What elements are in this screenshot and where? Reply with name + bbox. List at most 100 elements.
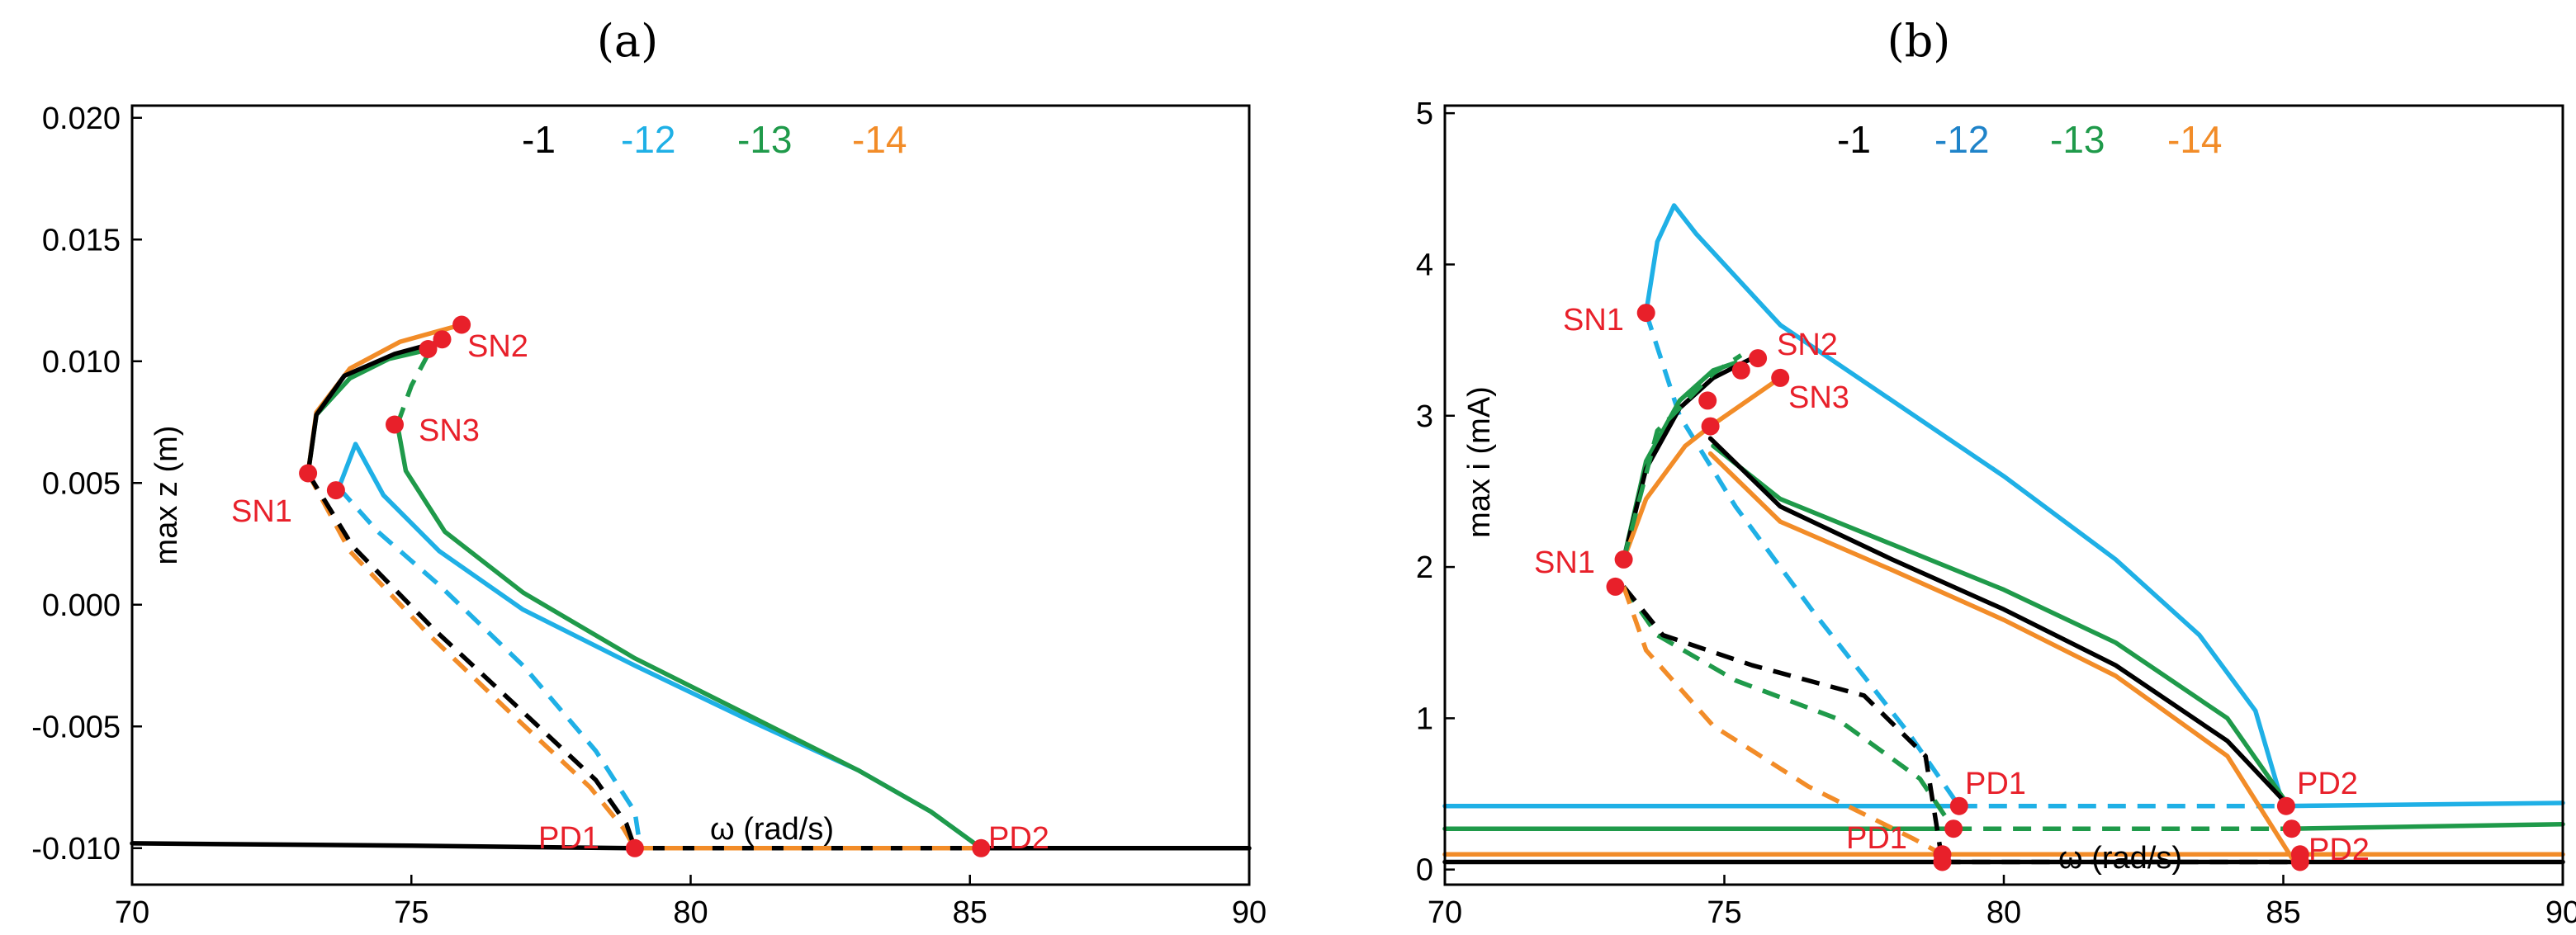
point-label-b-sn2: SN2 xyxy=(1777,328,1838,362)
point-label-b-sn1-lower: SN1 xyxy=(1534,545,1595,580)
series-13-dashed-line-17 xyxy=(1621,353,1743,560)
x-tick-label: 75 xyxy=(1707,895,1741,930)
point-label-b-pd1-upper: PD1 xyxy=(1965,767,2026,801)
y-tick-label: 0.005 xyxy=(42,466,121,501)
bifurcation-point-unlabeled-3 xyxy=(1698,391,1717,410)
panel-label-a: (a) xyxy=(597,15,658,67)
point-label-b-pd1-lower: PD1 xyxy=(1846,821,1907,856)
point-label-a-sn1: SN1 xyxy=(231,494,292,529)
point-labels-b: SN1 SN2 SN3 SN1 PD1 PD1 PD2 PD2 xyxy=(1534,303,2370,867)
x-tick-label: 70 xyxy=(1428,895,1462,930)
series-13-solid-line-4 xyxy=(2286,821,2565,831)
x-tick-label: 85 xyxy=(2266,895,2300,930)
y-tick-label: 0 xyxy=(1416,853,1433,888)
legend-entry-a-1: -1 xyxy=(522,118,556,161)
point-label-b-sn1-upper: SN1 xyxy=(1563,303,1624,338)
bifurcation-point-pd1-8 xyxy=(1949,796,1968,815)
point-label-a-sn2: SN2 xyxy=(467,329,528,364)
y-tick-label: 5 xyxy=(1416,97,1433,131)
panel-a-axis-ticks: 70 75 80 85 90 0.020 0.015 0.010 0.005 0.000 -0.00… xyxy=(31,102,1267,930)
series-13-solid-line-6 xyxy=(305,347,433,476)
series-13-solid-line-4 xyxy=(395,422,984,851)
bifurcation-point-unlabeled-15 xyxy=(2290,852,2309,871)
x-tick-label: 90 xyxy=(1232,895,1267,930)
bifurcation-point-sn1-0 xyxy=(299,464,318,483)
y-tick-label: 2 xyxy=(1416,550,1433,585)
plot-frame-a xyxy=(130,104,1251,886)
y-tick-label: -0.005 xyxy=(31,710,121,744)
series-14-solid-line-15 xyxy=(1621,375,1783,562)
bifurcation-point-pd1-6 xyxy=(625,838,644,857)
series-1-dashed-line-19 xyxy=(1622,585,1945,862)
y-axis-label-b: max i (mA) xyxy=(1462,386,1497,538)
legend-entry-a-3: -13 xyxy=(737,118,792,161)
series-14-dashed-line-9 xyxy=(305,472,637,850)
x-tick-label: 75 xyxy=(394,895,429,930)
bifurcation-point-unlabeled-1 xyxy=(326,481,345,500)
legend-entry-b-2: -12 xyxy=(1934,118,1989,161)
bifurcation-point-unlabeled-5 xyxy=(1701,417,1720,436)
point-labels-a: SN1 SN2 SN3 PD1 PD2 xyxy=(231,329,1049,856)
x-tick-label: 80 xyxy=(673,895,708,930)
y-tick-label: 0.015 xyxy=(42,223,121,257)
legend-entry-b-4: -14 xyxy=(2167,118,2222,161)
legend-entry-a-4: -14 xyxy=(852,118,907,161)
point-label-a-sn3: SN3 xyxy=(419,413,480,448)
bifurcation-point-sn1-6 xyxy=(1614,550,1633,569)
series-13-solid-line-12 xyxy=(1711,443,2292,809)
bifurcation-point-unlabeled-7 xyxy=(1606,577,1625,596)
y-tick-label: 0.010 xyxy=(42,345,121,380)
series-1-solid-line-8 xyxy=(305,339,442,476)
bifurcation-point-unlabeled-3 xyxy=(433,330,452,349)
series-1-dashed-line-10 xyxy=(305,472,637,849)
x-axis-label-b: ω (rad/s) xyxy=(2058,841,2182,876)
x-axis-label-a: ω (rad/s) xyxy=(710,812,834,847)
chart-panel-b: (b) 70 75 80 85 90 5 4 3 2 1 0 max i (mA) ω (rad/s… xyxy=(1416,15,2576,930)
y-tick-label: 1 xyxy=(1416,701,1433,736)
bifurcation-point-sn3-5 xyxy=(386,415,404,434)
point-label-b-sn3: SN3 xyxy=(1788,380,1849,415)
bifurcation-point-sn3-4 xyxy=(1771,368,1790,387)
legend-b: -1 -12 -13 -14 xyxy=(1837,118,2222,161)
series-12-solid-line-9 xyxy=(1643,203,2286,809)
x-tick-label: 85 xyxy=(953,895,987,930)
bifurcation-point-pd2-12 xyxy=(2276,796,2295,815)
point-label-b-pd2-lower: PD2 xyxy=(2308,833,2370,867)
series-12-solid-line-7 xyxy=(2280,800,2565,809)
legend-entry-b-3: -13 xyxy=(2050,118,2105,161)
point-label-a-pd1: PD1 xyxy=(538,821,599,856)
bifurcation-point-sn1-0 xyxy=(1636,304,1655,323)
point-label-a-pd2: PD2 xyxy=(988,821,1049,856)
series-14-dashed-line-20 xyxy=(1622,585,1944,857)
panel-b-marks xyxy=(1442,203,2565,871)
x-tick-label: 80 xyxy=(1986,895,2021,930)
legend-entry-b-1: -1 xyxy=(1837,118,1871,161)
y-tick-label: 0.020 xyxy=(42,102,121,136)
y-tick-label: 4 xyxy=(1416,248,1433,282)
y-tick-label: 0.000 xyxy=(42,588,121,623)
bifurcation-point-pd2-7 xyxy=(972,838,991,857)
bifurcation-point-sn2-1 xyxy=(1749,349,1768,368)
bifurcation-point-unlabeled-9 xyxy=(1944,819,1963,838)
panel-label-b: (b) xyxy=(1887,15,1951,67)
bifurcation-point-unlabeled-4 xyxy=(419,340,438,358)
series-14-solid-line-16 xyxy=(1707,451,2297,865)
chart-panel-a: (a) 70 75 80 85 90 0.020 0.015 0.010 0.005 0.000 -… xyxy=(31,15,1267,930)
series-13-dashed-line-5 xyxy=(395,347,433,426)
bifurcation-point-unlabeled-11 xyxy=(1933,852,1952,871)
legend-a: -1 -12 -13 -14 xyxy=(522,118,907,161)
x-tick-label: 70 xyxy=(115,895,149,930)
series-base-solid-line-0 xyxy=(130,841,1252,851)
bifurcation-point-unlabeled-2 xyxy=(1731,361,1750,380)
point-label-b-pd2-upper: PD2 xyxy=(2297,767,2358,801)
y-tick-label: 3 xyxy=(1416,399,1433,434)
series-12-dashed-line-10 xyxy=(1644,312,1962,808)
panel-b-axis-ticks: 70 75 80 85 90 5 4 3 2 1 0 xyxy=(1416,97,2576,930)
bifurcation-point-sn2-2 xyxy=(452,315,471,334)
bifurcation-point-unlabeled-13 xyxy=(2282,819,2301,838)
x-tick-label: 90 xyxy=(2545,895,2576,930)
panel-a-marks xyxy=(130,315,1252,857)
y-axis-label-a: max z (m) xyxy=(149,426,184,565)
series-13-dashed-line-18 xyxy=(1622,585,1956,830)
